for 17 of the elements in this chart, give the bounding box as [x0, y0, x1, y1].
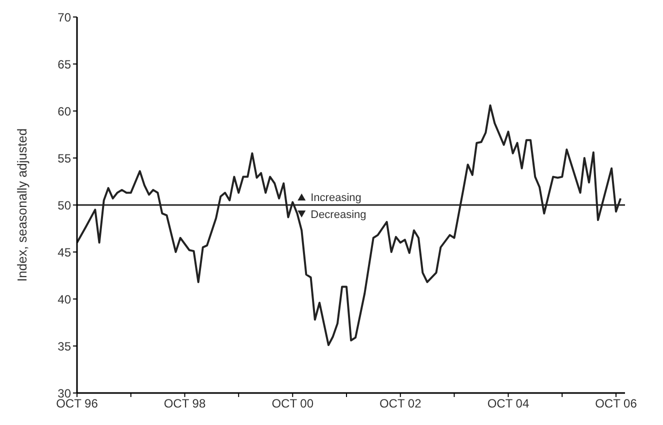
- x-tick-label: OCT 06: [595, 396, 638, 411]
- annotation: Decreasing: [310, 209, 366, 221]
- y-tick-label: 35: [58, 339, 72, 354]
- annotation: Increasing: [310, 192, 362, 204]
- x-tick-label: OCT 02: [379, 396, 422, 411]
- y-tick-label: 45: [58, 245, 72, 260]
- x-tick-label: OCT 98: [164, 396, 206, 411]
- line-series: [77, 104, 622, 346]
- x-tick-label: OCT 00: [272, 396, 314, 411]
- y-tick-label: 70: [58, 10, 72, 24]
- y-tick-label: 55: [58, 151, 72, 166]
- y-tick-label: 65: [58, 57, 72, 72]
- y-tick-label: 40: [58, 292, 72, 306]
- x-tick-label: OCT 04: [487, 396, 530, 411]
- y-tick-label: 60: [58, 104, 72, 118]
- y-axis-title: Index, seasonally adjusted: [14, 128, 30, 282]
- y-tick-label: 50: [58, 198, 72, 212]
